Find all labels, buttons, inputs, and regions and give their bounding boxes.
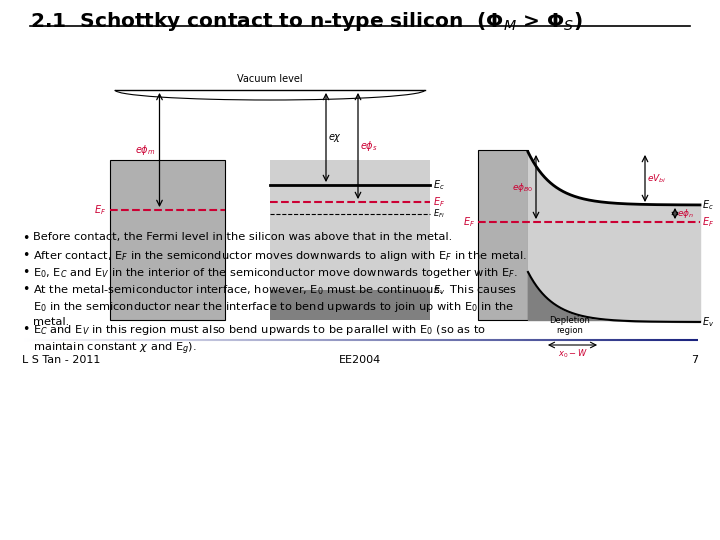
Text: $E_c$: $E_c$ (702, 198, 714, 212)
Text: $E_F$: $E_F$ (463, 215, 475, 229)
Text: EE2004: EE2004 (339, 355, 381, 365)
Text: 2.1  Schottky contact to n-type silicon  (Φ$_M$ > Φ$_S$): 2.1 Schottky contact to n-type silicon (… (30, 10, 583, 33)
Text: $e\phi_m$: $e\phi_m$ (135, 143, 156, 157)
Text: •: • (22, 232, 30, 245)
Text: $E_c$: $E_c$ (433, 178, 445, 192)
Text: Before contact, the Fermi level in the silicon was above that in the metal.: Before contact, the Fermi level in the s… (33, 232, 452, 242)
Text: $E_{Fi}$: $E_{Fi}$ (433, 208, 445, 220)
Text: $e\phi_{B0}$: $e\phi_{B0}$ (512, 180, 533, 193)
Text: •: • (22, 283, 30, 296)
Text: •: • (22, 266, 30, 279)
Text: Depletion
region: Depletion region (549, 315, 590, 335)
Text: E$_C$ and E$_V$ in this region must also bend upwards to be parallel with E$_0$ : E$_C$ and E$_V$ in this region must also… (33, 323, 486, 357)
Polygon shape (478, 150, 528, 320)
Polygon shape (110, 160, 225, 320)
Text: •: • (22, 323, 30, 336)
Text: $E_F$: $E_F$ (702, 215, 714, 229)
Text: $E_F$: $E_F$ (94, 203, 106, 217)
Text: 7: 7 (691, 355, 698, 365)
Text: $x_0 - W$: $x_0 - W$ (558, 348, 588, 361)
Text: •: • (22, 249, 30, 262)
Polygon shape (270, 160, 430, 320)
Text: At the metal-semiconductor interface, however, E$_0$ must be continuous.  This c: At the metal-semiconductor interface, ho… (33, 283, 518, 327)
Text: $E_F$: $E_F$ (433, 195, 445, 209)
Text: $E_v$: $E_v$ (433, 283, 445, 297)
Text: L S Tan - 2011: L S Tan - 2011 (22, 355, 100, 365)
Text: $e\phi_s$: $e\phi_s$ (360, 139, 378, 153)
Polygon shape (270, 290, 430, 320)
Text: Vacuum level: Vacuum level (237, 74, 303, 84)
Text: $eV_{bi}$: $eV_{bi}$ (647, 172, 667, 185)
Text: $e\phi_n$: $e\phi_n$ (677, 207, 694, 220)
Text: $e\chi$: $e\chi$ (328, 132, 342, 144)
Text: After contact, E$_F$ in the semiconductor moves downwards to align with E$_F$ in: After contact, E$_F$ in the semiconducto… (33, 249, 527, 263)
Text: $E_v$: $E_v$ (702, 315, 714, 329)
Text: E$_0$, E$_C$ and E$_V$ in the interior of the semiconductor move downwards toget: E$_0$, E$_C$ and E$_V$ in the interior o… (33, 266, 518, 280)
